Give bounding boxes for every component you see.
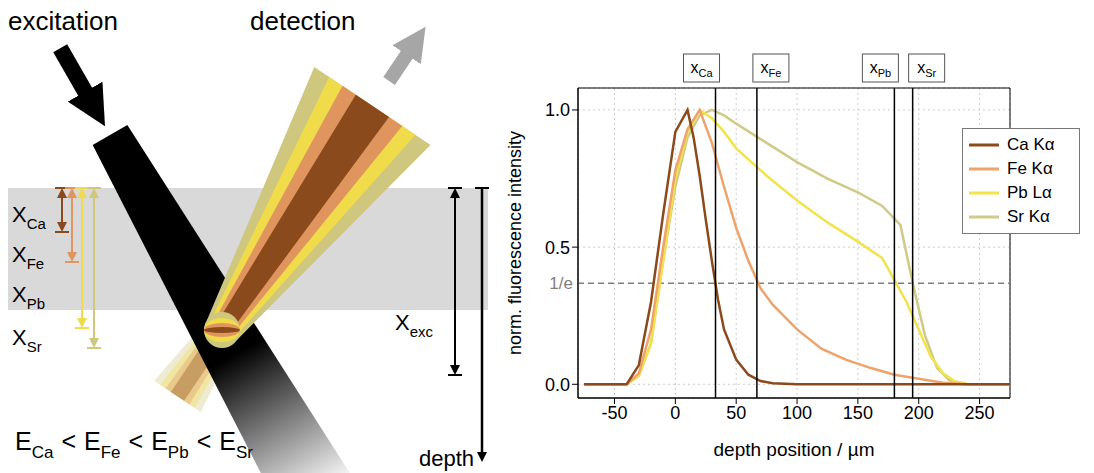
html-text:Sr Kα: Sr Kα [1007,207,1050,226]
html-text:Fe Kα: Fe Kα [1007,159,1053,178]
svg-text:XFe: XFe [12,242,44,272]
svg-text:xFe: xFe [760,59,781,79]
svg-text:Xexc: Xexc [395,310,433,340]
svg-text:ECa<EFe<EPb<ESr: ECa<EFe<EPb<ESr [15,427,253,462]
svg-text:150: 150 [843,403,873,423]
svg-text:1/e: 1/e [549,274,573,293]
svg-text:0.5: 0.5 [545,238,570,258]
html-text:Pb Lα: Pb Lα [1007,183,1052,202]
svg-text:200: 200 [904,403,934,423]
svg-text:100: 100 [782,403,812,423]
svg-text:depth position / µm: depth position / µm [714,439,875,460]
svg-text:excitation: excitation [8,6,118,36]
svg-text:XSr: XSr [12,325,42,355]
svg-text:XPb: XPb [12,282,45,312]
svg-text:XCa: XCa [12,202,46,232]
svg-text:0: 0 [670,403,680,423]
svg-text:1.0: 1.0 [545,100,570,120]
svg-text:250: 250 [965,403,995,423]
svg-text:detection: detection [250,6,356,36]
svg-text:0.0: 0.0 [545,375,570,395]
svg-text:xSr: xSr [917,59,936,79]
svg-text:depth: depth [419,446,474,471]
svg-text:50: 50 [726,403,746,423]
svg-text:-50: -50 [601,403,627,423]
html-text:Ca Kα: Ca Kα [1007,135,1055,154]
svg-text:norm. fluorescence intensity: norm. fluorescence intensity [505,131,525,355]
svg-text:xCa: xCa [690,59,713,79]
svg-text:xPb: xPb [870,59,891,79]
